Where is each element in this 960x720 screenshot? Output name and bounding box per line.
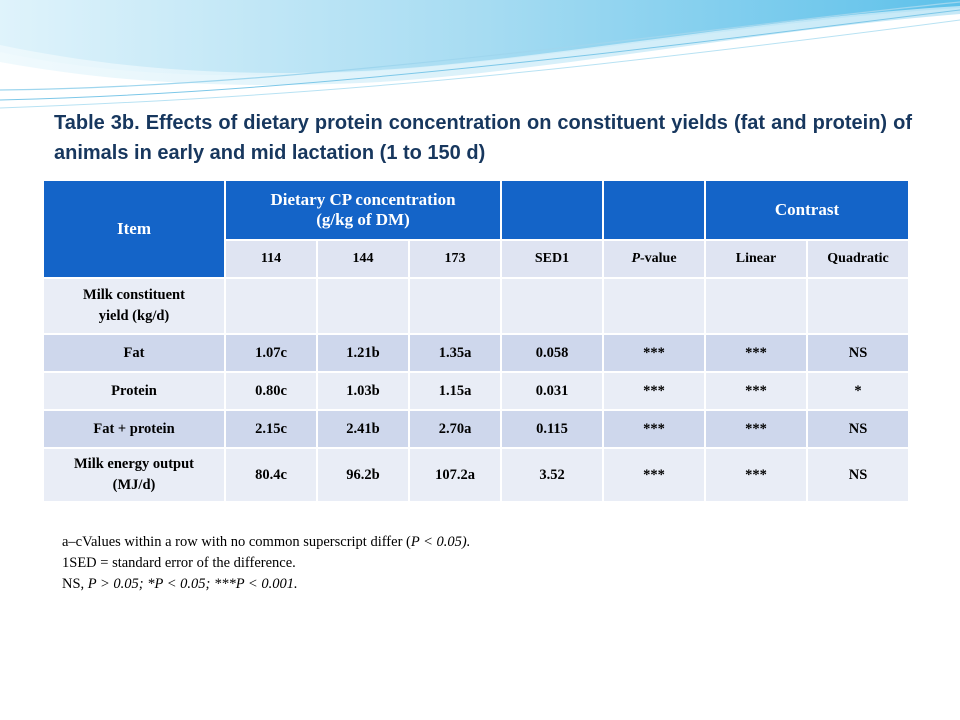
header-dietary-cp-line1: Dietary CP concentration [270,190,456,209]
cell-173: 107.2a [410,449,502,503]
cell-sed: 0.058 [502,335,604,373]
table-cell [318,279,410,335]
cell-114: 2.15c [226,411,318,449]
cell-114: 80.4c [226,449,318,503]
cell-linear: *** [706,373,808,411]
cell-114: 0.80c [226,373,318,411]
cell-pvalue: *** [604,411,706,449]
table-row-section: Milk constituent yield (kg/d) [44,279,910,335]
row-label-line2: (MJ/d) [112,477,156,493]
cell-sed: 0.031 [502,373,604,411]
table-cell [808,279,910,335]
table-cell [502,279,604,335]
cell-quadratic: * [808,373,910,411]
table-cell [604,279,706,335]
table-cell [706,279,808,335]
footnote-sed: 1SED = standard error of the difference. [62,555,296,571]
table-row: Protein 0.80c 1.03b 1.15a 0.031 *** *** … [44,373,910,411]
row-label: Milk energy output (MJ/d) [44,449,226,503]
cell-144: 1.21b [318,335,410,373]
cell-173: 2.70a [410,411,502,449]
subheader-pvalue: P-value [604,241,706,279]
footnote-superscript-italic: P < 0.05). [410,534,471,550]
section-label: Milk constituent yield (kg/d) [44,279,226,335]
subheader-sed: SED1 [502,241,604,279]
cell-sed: 3.52 [502,449,604,503]
table-row: Milk energy output (MJ/d) 80.4c 96.2b 10… [44,449,910,503]
row-label: Fat [44,335,226,373]
footnote-superscript-text: a–cValues within a row with no common su… [62,534,411,550]
cell-173: 1.15a [410,373,502,411]
subheader-144: 144 [318,241,410,279]
decorative-wave-banner [0,0,960,109]
subheader-pvalue-p: P [631,251,640,266]
table-row: Fat 1.07c 1.21b 1.35a 0.058 *** *** NS [44,335,910,373]
footnote-significance: NS, P > 0.05; *P < 0.05; ***P < 0.001. [62,574,470,595]
cell-144: 1.03b [318,373,410,411]
slide-title: Table 3b. Effects of dietary protein con… [54,112,912,164]
header-empty-pvalue [604,181,706,241]
cell-linear: *** [706,411,808,449]
footnote-significance-text: NS, [62,576,88,592]
table-cell [410,279,502,335]
subheader-linear: Linear [706,241,808,279]
subheader-114: 114 [226,241,318,279]
header-empty-sed [502,181,604,241]
cell-pvalue: *** [604,335,706,373]
cell-144: 2.41b [318,411,410,449]
cell-173: 1.35a [410,335,502,373]
cell-144: 96.2b [318,449,410,503]
subheader-pvalue-rest: -value [640,251,677,266]
footnote-superscript: a–cValues within a row with no common su… [62,532,470,553]
row-label: Protein [44,373,226,411]
header-item: Item [44,181,226,279]
cell-linear: *** [706,335,808,373]
header-dietary-cp-line2: (g/kg of DM) [316,210,410,229]
cell-pvalue: *** [604,449,706,503]
header-dietary-cp: Dietary CP concentration (g/kg of DM) [226,181,502,241]
subheader-173: 173 [410,241,502,279]
results-table: Item Dietary CP concentration (g/kg of D… [44,181,910,503]
table-cell [226,279,318,335]
cell-sed: 0.115 [502,411,604,449]
header-contrast: Contrast [706,181,910,241]
cell-quadratic: NS [808,335,910,373]
cell-quadratic: NS [808,411,910,449]
table-row: Fat + protein 2.15c 2.41b 2.70a 0.115 **… [44,411,910,449]
section-label-line1: Milk constituent [83,287,185,303]
table-footnotes: a–cValues within a row with no common su… [62,532,470,595]
cell-quadratic: NS [808,449,910,503]
row-label: Fat + protein [44,411,226,449]
cell-pvalue: *** [604,373,706,411]
footnote-significance-italic: P > 0.05; *P < 0.05; ***P < 0.001. [87,576,298,592]
cell-linear: *** [706,449,808,503]
subheader-quadratic: Quadratic [808,241,910,279]
row-label-line1: Milk energy output [73,456,195,472]
section-label-line2: yield (kg/d) [98,308,170,324]
cell-114: 1.07c [226,335,318,373]
